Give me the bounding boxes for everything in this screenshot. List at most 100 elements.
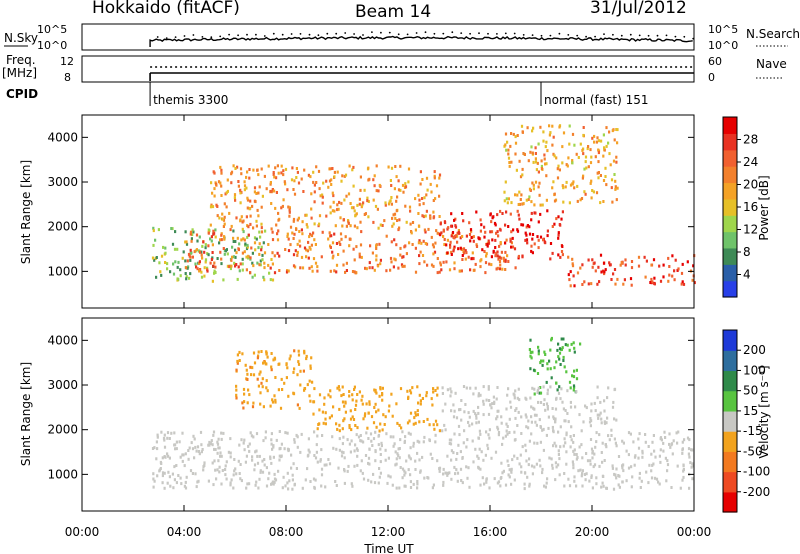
echo-cell bbox=[246, 378, 249, 381]
echo-cell bbox=[232, 255, 235, 259]
echo-cell bbox=[457, 247, 460, 251]
echo-cell bbox=[198, 260, 201, 264]
echo-cell bbox=[380, 444, 383, 448]
echo-cell bbox=[633, 455, 637, 459]
echo-cell bbox=[160, 462, 163, 465]
echo-cell bbox=[285, 363, 288, 367]
echo-cell bbox=[577, 469, 580, 473]
echo-cell bbox=[570, 342, 573, 346]
echo-cell bbox=[373, 388, 376, 392]
echo-cell bbox=[370, 480, 373, 484]
echo-cell bbox=[468, 485, 471, 489]
colorbar-tick-label: 200 bbox=[743, 343, 766, 357]
echo-cell bbox=[254, 483, 257, 487]
echo-cell bbox=[623, 278, 626, 282]
echo-cell bbox=[562, 355, 565, 359]
echo-cell bbox=[519, 453, 522, 457]
echo-cell bbox=[399, 188, 402, 192]
echo-cell bbox=[551, 407, 554, 410]
echo-cell bbox=[253, 468, 256, 472]
echo-cell bbox=[467, 411, 470, 415]
echo-cell bbox=[605, 445, 608, 449]
echo-cell bbox=[536, 388, 539, 392]
echo-cell bbox=[245, 368, 248, 372]
echo-cell bbox=[562, 337, 565, 341]
echo-cell bbox=[516, 456, 519, 460]
echo-cell bbox=[298, 406, 301, 410]
colorbar-swatch bbox=[723, 133, 737, 151]
echo-cell bbox=[384, 415, 387, 419]
echo-cell bbox=[499, 228, 502, 232]
echo-cell bbox=[462, 219, 465, 223]
echo-cell bbox=[167, 454, 170, 458]
echo-cell bbox=[245, 454, 248, 458]
echo-cell bbox=[509, 237, 512, 241]
echo-cell bbox=[410, 231, 413, 235]
echo-cell bbox=[529, 150, 532, 154]
echo-cell bbox=[312, 231, 315, 235]
echo-cell bbox=[433, 250, 437, 254]
echo-cell bbox=[395, 462, 398, 466]
echo-cell bbox=[575, 377, 579, 381]
echo-cell bbox=[196, 445, 200, 449]
echo-cell bbox=[602, 261, 606, 265]
echo-cell bbox=[401, 467, 405, 471]
echo-cell bbox=[587, 282, 590, 286]
echo-cell bbox=[563, 365, 566, 369]
echo-cell bbox=[435, 229, 438, 233]
echo-cell bbox=[449, 243, 452, 247]
echo-cell bbox=[219, 181, 222, 185]
echo-cell bbox=[455, 457, 458, 461]
echo-cell bbox=[417, 241, 420, 245]
echo-cell bbox=[609, 163, 612, 167]
echo-cell bbox=[195, 248, 198, 252]
echo-cell bbox=[496, 427, 500, 431]
echo-cell bbox=[270, 438, 273, 442]
echo-cell bbox=[316, 427, 319, 431]
echo-cell bbox=[422, 215, 425, 219]
echo-cell bbox=[273, 472, 276, 476]
echo-cell bbox=[484, 453, 487, 457]
echo-cell bbox=[270, 258, 273, 261]
echo-cell bbox=[355, 399, 358, 403]
echo-cell bbox=[431, 403, 434, 407]
echo-cell bbox=[562, 444, 565, 448]
echo-cell bbox=[392, 444, 395, 448]
nsearch-point bbox=[692, 37, 695, 40]
time-x-axis: 00:00 04:00 08:00 12:00 16:00 20:00 00:00 bbox=[65, 115, 711, 539]
nsearch-point bbox=[460, 32, 463, 34]
echo-cell bbox=[299, 383, 302, 387]
echo-cell bbox=[293, 440, 296, 444]
echo-cell bbox=[529, 338, 532, 342]
echo-cell bbox=[454, 391, 457, 395]
echo-cell bbox=[482, 385, 485, 389]
echo-cell bbox=[384, 201, 387, 205]
echo-cell bbox=[523, 482, 526, 486]
echo-cell bbox=[531, 181, 534, 185]
y-tick-label: 1000 bbox=[47, 467, 78, 481]
echo-cell bbox=[539, 125, 542, 129]
echo-cell bbox=[344, 410, 347, 414]
echo-cell bbox=[163, 438, 166, 442]
echo-cell bbox=[299, 369, 302, 373]
echo-cell bbox=[213, 187, 216, 191]
echo-cell bbox=[500, 256, 503, 260]
echo-cell bbox=[384, 458, 387, 462]
nsearch-point bbox=[549, 34, 552, 37]
echo-cell bbox=[613, 138, 616, 142]
echo-cell bbox=[602, 133, 605, 137]
echo-cell bbox=[242, 406, 245, 410]
echo-cell bbox=[516, 134, 519, 137]
echo-cell bbox=[597, 160, 600, 164]
echo-cell bbox=[541, 203, 544, 207]
echo-cell bbox=[513, 438, 516, 442]
echo-cell bbox=[286, 471, 289, 475]
echo-cell bbox=[666, 459, 669, 463]
echo-cell bbox=[526, 475, 529, 479]
echo-cell bbox=[177, 474, 180, 477]
echo-cell bbox=[291, 478, 294, 482]
echo-cell bbox=[615, 467, 618, 471]
echo-cell bbox=[224, 192, 227, 196]
echo-cell bbox=[649, 281, 652, 284]
nsearch-point bbox=[567, 34, 570, 36]
